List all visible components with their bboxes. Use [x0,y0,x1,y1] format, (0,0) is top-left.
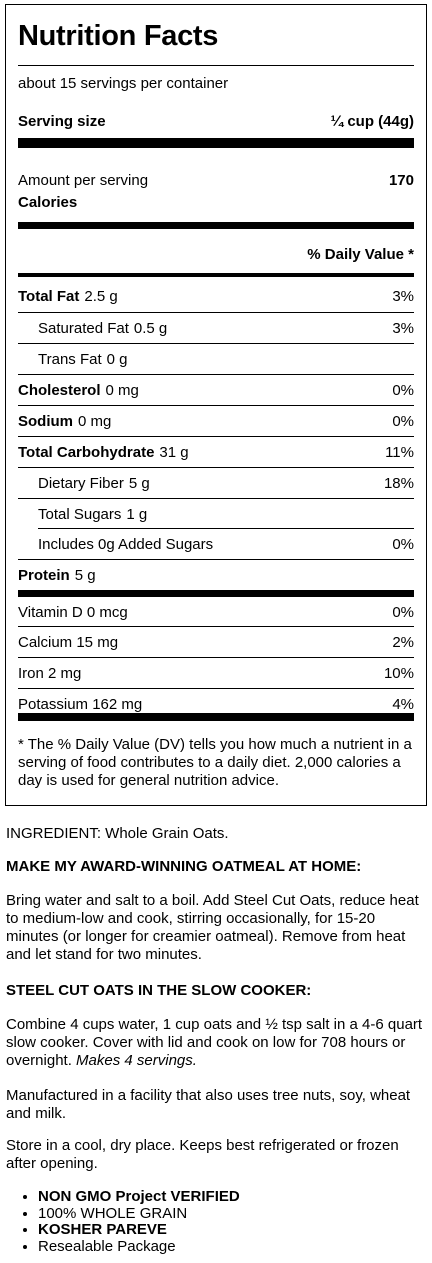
nutrition-facts-title: Nutrition Facts [18,20,219,52]
badge-kosher: KOSHER PAREVE [38,1221,432,1239]
vitamin-row-iron: Iron 2 mg 10% [18,658,414,688]
nutrient-dv: 0% [392,412,414,430]
nutrient-dv: 11% [385,443,414,461]
nutrient-name: Total Sugars [38,505,122,523]
nutrient-row-dietary-fiber: Dietary Fiber 5 g 18% [18,468,414,498]
thick-divider [18,590,414,597]
vitamin-name: Iron 2 mg [18,664,82,682]
divider [18,498,414,499]
divider [18,559,414,560]
thick-divider [18,713,414,721]
divider [18,405,414,406]
amount-per-serving-row: Amount per serving 170 [18,172,414,190]
nutrition-facts-panel: Nutrition Facts about 15 servings per co… [5,4,427,806]
nutrient-dv: 3% [392,319,414,337]
nutrient-name: Saturated Fat [38,319,129,337]
divider [18,343,414,344]
vitamin-dv: 0% [392,603,414,621]
nutrient-name: Total Carbohydrate [18,443,155,461]
vitamin-row-calcium: Calcium 15 mg 2% [18,627,414,657]
thick-divider [18,222,414,229]
nutrient-row-saturated-fat: Saturated Fat 0.5 g 3% [18,313,414,343]
nutrient-amount: 1 g [126,505,148,523]
vitamin-row-potassium: Potassium 162 mg 4% [18,689,414,719]
vitamin-dv: 10% [383,664,414,682]
nutrient-amount: 5 g [74,566,96,584]
divider [18,657,414,658]
calories-label: Calories [18,194,78,211]
nutrient-name: Trans Fat [38,350,102,368]
divider [18,467,414,468]
divider [18,436,414,437]
nutrient-amount: 0 g [106,350,128,368]
daily-value-header: % Daily Value * [307,246,414,263]
divider [18,688,414,689]
divider [18,626,414,627]
nutrient-row-sodium: Sodium 0 mg 0% [18,406,414,436]
nutrient-name: Cholesterol [18,381,101,399]
vitamin-name: Potassium 162 mg [18,695,143,713]
storage-instructions: Store in a cool, dry place. Keeps best r… [6,1137,399,1172]
daily-value-footnote: * The % Daily Value (DV) tells you how m… [18,736,412,789]
nutrient-dv: 0% [392,381,414,399]
nutrient-amount: 31 g [159,443,189,461]
nutrient-name: Sodium [18,412,73,430]
nutrient-amount: 5 g [128,474,150,492]
slow-cooker-instructions: Combine 4 cups water, 1 cup oats and ½ t… [6,1016,426,1070]
nutrient-name: Total Fat [18,287,80,305]
oatmeal-heading: MAKE MY AWARD-WINNING OATMEAL AT HOME: [6,858,362,875]
nutrient-amount: 2.5 g [84,287,118,305]
amount-per-serving-label: Amount per serving [18,172,149,189]
badge-whole-grain: 100% WHOLE GRAIN [38,1205,432,1223]
divider [18,374,414,375]
divider [18,65,414,66]
divider [38,528,414,529]
vitamin-dv: 4% [392,695,414,713]
slow-cooker-makes: Makes 4 servings. [76,1052,197,1069]
oatmeal-instructions: Bring water and salt to a boil. Add Stee… [6,892,419,963]
nutrient-amount: 0.5 g [133,319,168,337]
vitamin-name: Calcium 15 mg [18,633,119,651]
nutrient-row-trans-fat: Trans Fat 0 g [18,344,414,374]
nutrient-row-added-sugars: Includes 0g Added Sugars 0% [18,529,414,559]
badge-resealable: Resealable Package [38,1238,432,1256]
slow-cooker-heading: STEEL CUT OATS IN THE SLOW COOKER: [6,982,312,999]
vitamin-dv: 2% [392,633,414,651]
serving-size-value: ¼ cup (44g) [330,113,414,130]
serving-size-label: Serving size [18,113,106,130]
thick-divider [18,138,414,148]
nutrient-amount: 0 mg [105,381,139,399]
nutrient-row-protein: Protein 5 g [18,560,414,590]
nutrient-dv: 3% [392,287,414,305]
nutrient-row-total-fat: Total Fat 2.5 g 3% [18,281,414,311]
servings-per-container: about 15 servings per container [18,75,229,92]
badge-non-gmo: NON GMO Project VERIFIED [38,1188,432,1206]
calories-value: 170 [388,172,414,189]
vitamin-row-vitamin-d: Vitamin D 0 mcg 0% [18,597,414,627]
vitamin-name: Vitamin D 0 mcg [18,603,128,621]
nutrient-row-total-sugars: Total Sugars 1 g [18,499,414,529]
nutrient-name: Dietary Fiber [38,474,124,492]
nutrient-dv: 0% [392,535,414,553]
nutrient-dv: 18% [383,474,414,492]
slow-cooker-text: Combine 4 cups water, 1 cup oats and ½ t… [6,1016,423,1069]
nutrient-row-cholesterol: Cholesterol 0 mg 0% [18,375,414,405]
medium-divider [18,273,414,277]
nutrient-amount: 0 mg [78,412,112,430]
nutrient-name: Protein [18,566,70,584]
facility-notice: Manufactured in a facility that also use… [6,1087,411,1122]
nutrient-name: Includes 0g Added Sugars [38,535,214,553]
nutrient-row-total-carbohydrate: Total Carbohydrate 31 g 11% [18,437,414,467]
divider [18,312,414,313]
serving-size-row: Serving size ¼ cup (44g) [18,113,414,133]
product-badges: NON GMO Project VERIFIED 100% WHOLE GRAI… [0,1188,432,1256]
ingredient-text: INGREDIENT: Whole Grain Oats. [6,825,229,842]
